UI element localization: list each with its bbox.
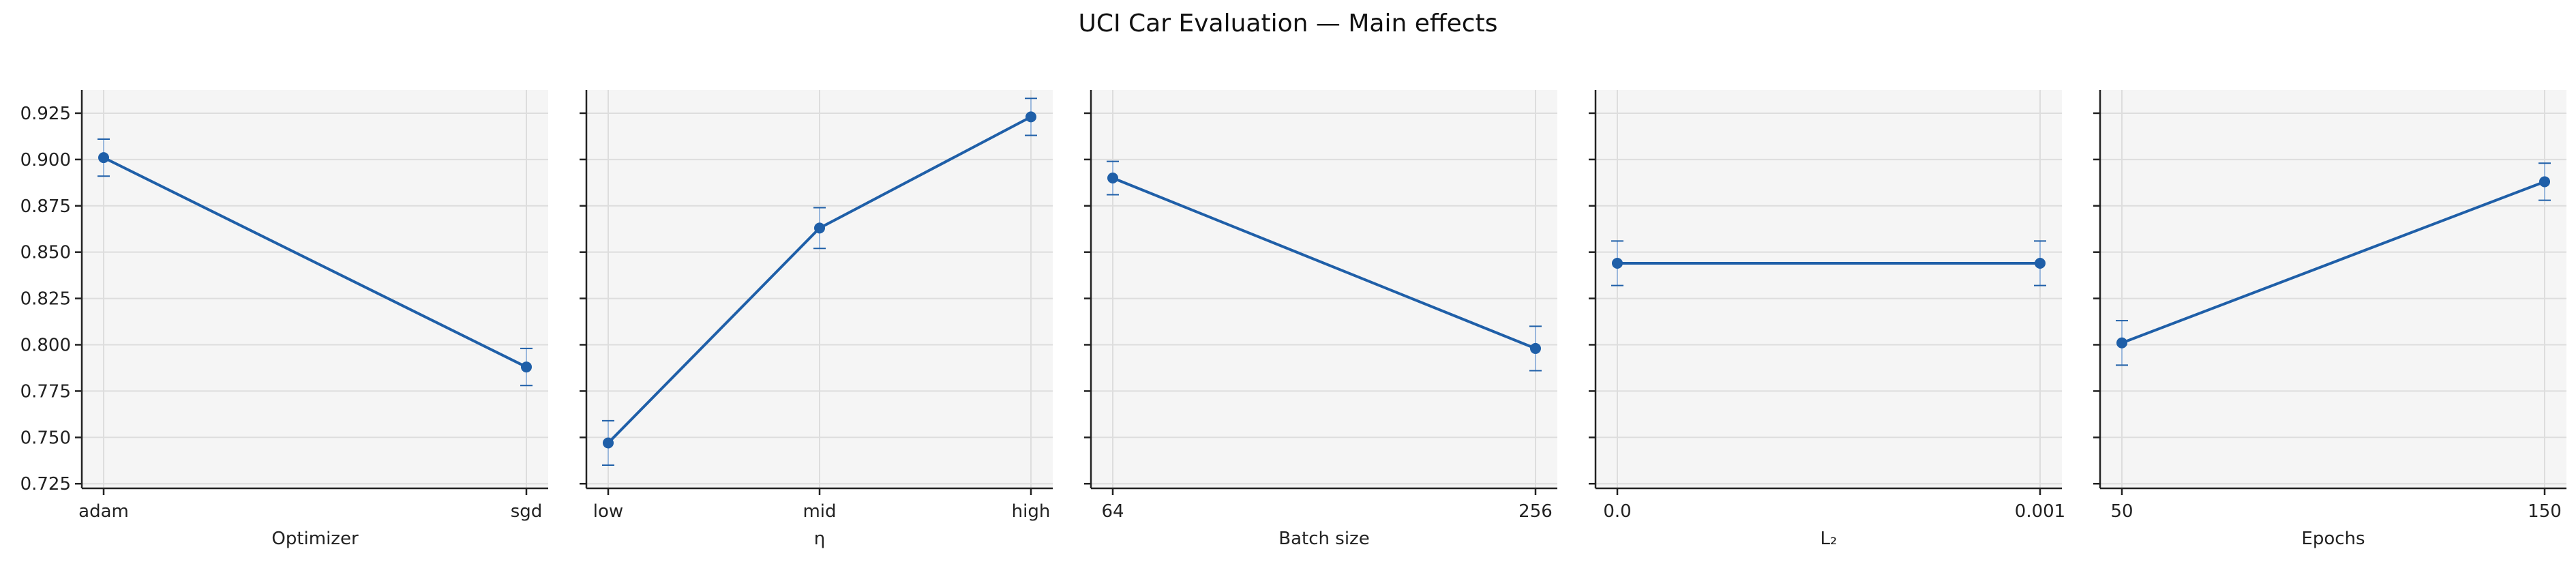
data-point [814,222,825,234]
x-tick-label: 0.0 [1603,501,1631,522]
x-tick-label: 256 [1518,501,1553,522]
panel-background [1596,90,2062,488]
data-point [2539,176,2550,188]
data-point [2035,257,2046,269]
panel-4: 0.0 0.001 L₂ [1589,90,2065,549]
y-tick-label: 0.850 [20,243,71,263]
x-tick-label: 150 [2528,501,2562,522]
series-line [1112,177,1536,350]
panel-background [82,90,548,488]
panel-3: 64 256 Batch size [1084,90,1557,549]
x-tick-label: high [1012,501,1051,522]
x-axis-label: η [814,529,825,549]
figure-title: UCI Car Evaluation — Main effects [1079,10,1498,38]
x-tick-label: 50 [2110,501,2133,522]
x-tick-label: mid [803,501,836,522]
x-axis-label: Optimizer [271,529,359,549]
panel-1: 0.725 0.750 0.775 0.800 0.825 0.850 0.875 0.900… [20,90,548,549]
panel-background [1091,90,1557,488]
panel-background [2100,90,2566,488]
y-tick-label: 0.775 [20,381,71,402]
y-tick-label: 0.925 [20,104,71,124]
x-axis-label: Batch size [1278,529,1369,549]
data-point [1612,257,1623,269]
data-point [603,437,614,449]
y-tick-label: 0.875 [20,196,71,217]
series-line [2121,180,2545,344]
panels: 0.725 0.750 0.775 0.800 0.825 0.850 0.875 0.900… [20,90,2566,549]
data-point [98,152,109,164]
data-point [1107,173,1118,184]
data-point [521,361,532,373]
x-tick-label: low [593,501,623,522]
y-tick-label: 0.900 [20,150,71,171]
x-tick-label: 64 [1101,501,1124,522]
data-point [2116,337,2127,349]
x-tick-label: adam [78,501,129,522]
x-axis-label: Epochs [2301,529,2365,549]
panel-5: 50 150 Epochs [2093,90,2566,549]
y-tick-label: 0.750 [20,428,71,448]
x-tick-label: 0.001 [2015,501,2065,522]
x-tick-label: sgd [511,501,543,522]
y-tick-label: 0.800 [20,335,71,355]
data-point [1530,342,1541,354]
x-axis-label: L₂ [1821,529,1838,549]
panel-2: low mid high η [580,90,1053,549]
y-tick-label: 0.825 [20,289,71,310]
series-line [103,156,527,368]
y-tick-label: 0.725 [20,474,71,494]
data-point [1025,111,1036,123]
